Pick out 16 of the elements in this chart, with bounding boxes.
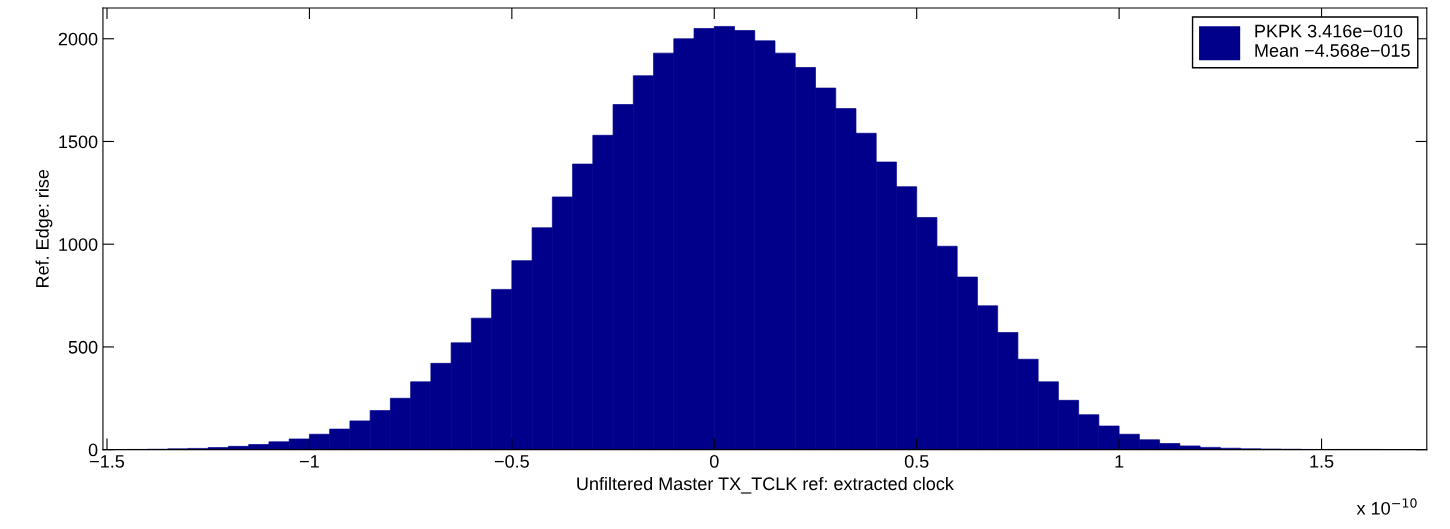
x-tick-label: −0.5 [494,454,529,468]
x-tick-label: 0 [709,454,719,468]
legend-label: PKPK 3.416e−010 Mean −4.568e−015 [1255,24,1410,57]
x-tick-label: 1 [1115,455,1124,468]
y-tick-label: 0 [88,443,98,457]
x-tick-label: −1.5 [90,455,125,468]
x-tick-label: 0.5 [904,454,929,468]
text: x 10$^{−10}$ [1356,498,1417,515]
y-tick-label: 1500 [59,135,98,149]
y-tick-label: 2000 [58,32,98,46]
y-tick-label: 500 [68,340,98,354]
y-tick-label: 1000 [59,238,98,251]
y-axis-title: Ref. Edge: rise [35,169,53,288]
x-tick-label: −1 [300,455,319,468]
x-tick-label: 1.5 [1310,455,1334,468]
x-axis-title: Unfiltered Master TX_TCLK ref: extracted clock [577,476,954,494]
